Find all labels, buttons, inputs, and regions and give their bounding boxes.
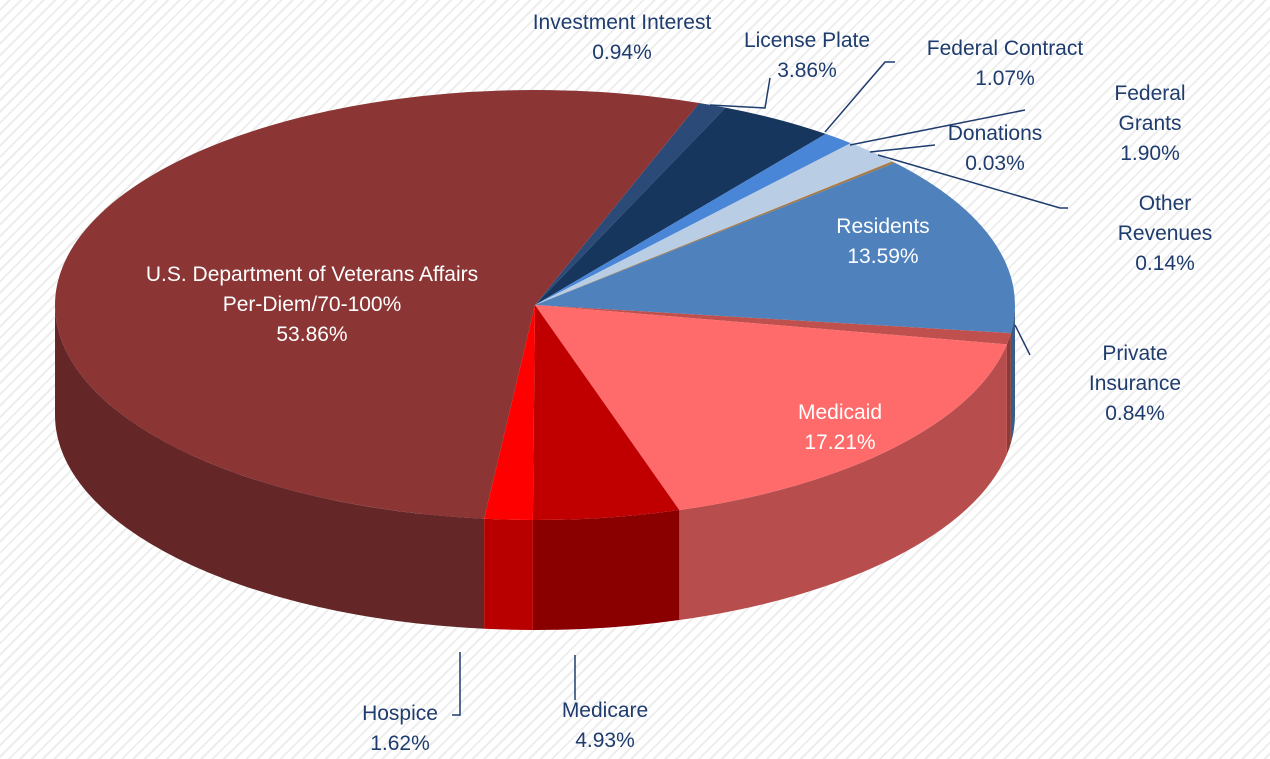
pie-slice <box>535 305 1007 511</box>
slice-name: Private Insurance <box>1088 342 1182 395</box>
pie-side <box>1010 305 1015 444</box>
slice-value: 13.59% <box>847 245 919 268</box>
slice-value: 0.94% <box>592 41 652 64</box>
leader-line <box>709 77 771 109</box>
slice-label: Hospice 1.62% <box>362 699 438 759</box>
slice-value: 3.86% <box>777 59 837 82</box>
pie-side <box>532 510 680 630</box>
slice-name: Donations <box>947 122 1043 145</box>
slice-label: Medicaid 17.21% <box>798 398 882 458</box>
slice-label: Medicare 4.93% <box>562 696 648 756</box>
slice-value: 0.03% <box>965 152 1025 175</box>
slice-label: U.S. Department of Veterans Affairs Per-… <box>146 260 478 350</box>
leader-line <box>1014 324 1031 356</box>
leader-line <box>849 109 1026 146</box>
slice-value: 1.90% <box>1120 142 1180 165</box>
pie-slice <box>535 161 893 305</box>
slice-name: License Plate <box>743 29 871 52</box>
leader-line <box>824 61 895 133</box>
pie-slice <box>535 162 1015 334</box>
slice-label: Donations 0.03% <box>948 119 1043 179</box>
slice-value: 4.93% <box>575 729 635 752</box>
pie-side <box>55 305 485 629</box>
pie-slice <box>535 133 851 305</box>
pie-slice <box>535 102 726 305</box>
pie-tops <box>54 89 1015 520</box>
slice-name: Hospice <box>362 702 438 725</box>
slice-label: Residents 13.59% <box>836 212 929 272</box>
slice-value: 1.07% <box>975 67 1035 90</box>
leader-line <box>877 154 1068 209</box>
slice-name: Medicaid <box>797 401 883 424</box>
slice-value: 53.86% <box>276 323 348 346</box>
slice-label: Investment Interest 0.94% <box>533 8 712 68</box>
pie-slice <box>532 305 680 520</box>
slice-value: 1.62% <box>370 732 430 755</box>
pie-side <box>1006 333 1011 455</box>
slice-name: Medicare <box>561 699 649 722</box>
pie-slice <box>535 107 826 305</box>
slice-name: Federal Grants <box>1114 82 1186 135</box>
slice-value: 17.21% <box>804 431 876 454</box>
pie-side <box>484 518 533 630</box>
pie-slice <box>535 161 895 305</box>
leader-lines <box>452 61 1068 716</box>
slice-value: 0.84% <box>1105 402 1165 425</box>
slice-label: Federal Contract 1.07% <box>927 34 1083 94</box>
pie-slice <box>484 305 535 520</box>
slice-value: 0.14% <box>1135 252 1195 275</box>
pie-slice <box>54 89 700 519</box>
pie-slice <box>535 143 892 305</box>
slice-name: U.S. Department of Veterans Affairs Per-… <box>145 263 479 316</box>
slice-name: Investment Interest <box>532 11 712 34</box>
pie-slice <box>535 305 1011 345</box>
slice-name: Residents <box>836 215 930 238</box>
slice-label: Private Insurance 0.84% <box>1068 339 1203 429</box>
slice-label: License Plate 3.86% <box>744 26 870 86</box>
slice-name: Other Revenues <box>1117 192 1213 245</box>
slice-label: Federal Grants 1.90% <box>1090 79 1210 169</box>
leader-line <box>452 652 461 716</box>
leader-line <box>869 144 936 153</box>
pie-sides <box>55 305 1015 630</box>
slice-name: Federal Contract <box>926 37 1084 60</box>
pie-side <box>679 344 1007 621</box>
slice-label: Other Revenues 0.14% <box>1113 189 1218 279</box>
